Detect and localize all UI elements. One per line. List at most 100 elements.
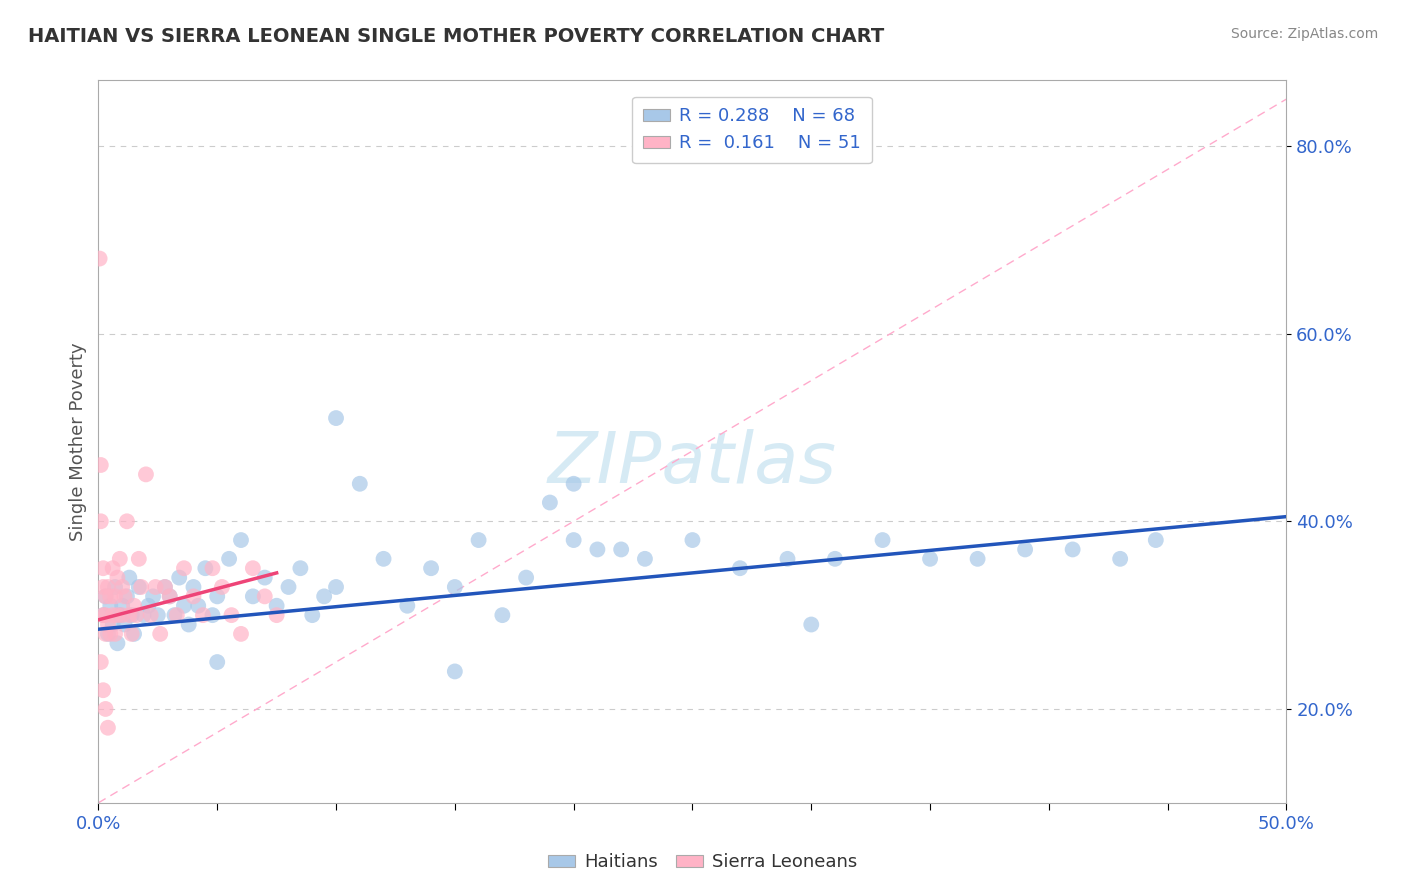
Point: [153, 580, 176, 594]
Point: [1014, 542, 1036, 557]
Point: [163, 608, 186, 623]
Point: [98, 590, 121, 604]
Point: [107, 571, 129, 585]
Point: [207, 655, 229, 669]
Point: [98, 599, 121, 613]
Point: [115, 590, 138, 604]
Point: [149, 627, 172, 641]
Point: [145, 580, 167, 594]
Point: [277, 580, 299, 594]
Point: [266, 599, 288, 613]
Point: [89, 252, 111, 266]
Point: [125, 608, 148, 623]
Point: [396, 599, 419, 613]
Point: [94, 590, 117, 604]
Point: [800, 617, 823, 632]
Point: [229, 533, 252, 547]
Y-axis label: Single Mother Poverty: Single Mother Poverty: [69, 343, 87, 541]
Legend: R = 0.288    N = 68, R =  0.161    N = 51: R = 0.288 N = 68, R = 0.161 N = 51: [633, 96, 872, 163]
Point: [420, 561, 443, 575]
Point: [132, 608, 155, 623]
Point: [128, 580, 150, 594]
Point: [467, 533, 489, 547]
Point: [90, 514, 112, 528]
Point: [728, 561, 751, 575]
Point: [101, 617, 124, 632]
Point: [136, 599, 159, 613]
Point: [634, 551, 657, 566]
Point: [129, 580, 152, 594]
Point: [114, 590, 136, 604]
Point: [91, 580, 114, 594]
Point: [1062, 542, 1084, 557]
Point: [90, 458, 112, 472]
Point: [538, 495, 561, 509]
Point: [108, 608, 131, 623]
Point: [290, 561, 312, 575]
Point: [159, 590, 181, 604]
Point: [97, 580, 120, 594]
Point: [491, 608, 513, 623]
Point: [108, 551, 131, 566]
Point: [201, 561, 224, 575]
Point: [221, 608, 243, 623]
Text: ZIPatlas: ZIPatlas: [548, 429, 837, 498]
Point: [229, 627, 252, 641]
Point: [325, 580, 347, 594]
Point: [173, 599, 195, 613]
Point: [325, 411, 347, 425]
Point: [314, 590, 336, 604]
Point: [128, 551, 150, 566]
Point: [253, 571, 276, 585]
Point: [98, 627, 121, 641]
Point: [183, 580, 205, 594]
Point: [586, 542, 609, 557]
Point: [122, 627, 145, 641]
Point: [111, 580, 134, 594]
Point: [183, 590, 205, 604]
Point: [159, 590, 181, 604]
Point: [111, 608, 134, 623]
Point: [776, 551, 799, 566]
Point: [118, 571, 141, 585]
Point: [681, 533, 703, 547]
Point: [153, 580, 176, 594]
Point: [562, 476, 585, 491]
Text: HAITIAN VS SIERRA LEONEAN SINGLE MOTHER POVERTY CORRELATION CHART: HAITIAN VS SIERRA LEONEAN SINGLE MOTHER …: [28, 27, 884, 45]
Point: [562, 533, 585, 547]
Point: [191, 608, 214, 623]
Point: [90, 655, 112, 669]
Point: [122, 599, 145, 613]
Point: [121, 608, 143, 623]
Point: [211, 580, 233, 594]
Point: [104, 590, 127, 604]
Point: [91, 608, 114, 623]
Point: [91, 683, 114, 698]
Point: [166, 608, 188, 623]
Point: [121, 627, 143, 641]
Point: [111, 599, 134, 613]
Point: [94, 608, 117, 623]
Legend: Haitians, Sierra Leoneans: Haitians, Sierra Leoneans: [541, 847, 865, 879]
Point: [1144, 533, 1167, 547]
Point: [94, 590, 117, 604]
Point: [253, 590, 276, 604]
Point: [515, 571, 537, 585]
Point: [107, 608, 129, 623]
Point: [201, 608, 224, 623]
Point: [118, 608, 141, 623]
Point: [101, 608, 124, 623]
Point: [97, 721, 120, 735]
Point: [97, 627, 120, 641]
Point: [114, 617, 136, 632]
Point: [104, 627, 127, 641]
Point: [115, 514, 138, 528]
Point: [135, 467, 157, 482]
Point: [187, 599, 209, 613]
Point: [920, 551, 942, 566]
Point: [872, 533, 894, 547]
Point: [301, 608, 323, 623]
Point: [266, 608, 288, 623]
Point: [91, 561, 114, 575]
Point: [97, 617, 120, 632]
